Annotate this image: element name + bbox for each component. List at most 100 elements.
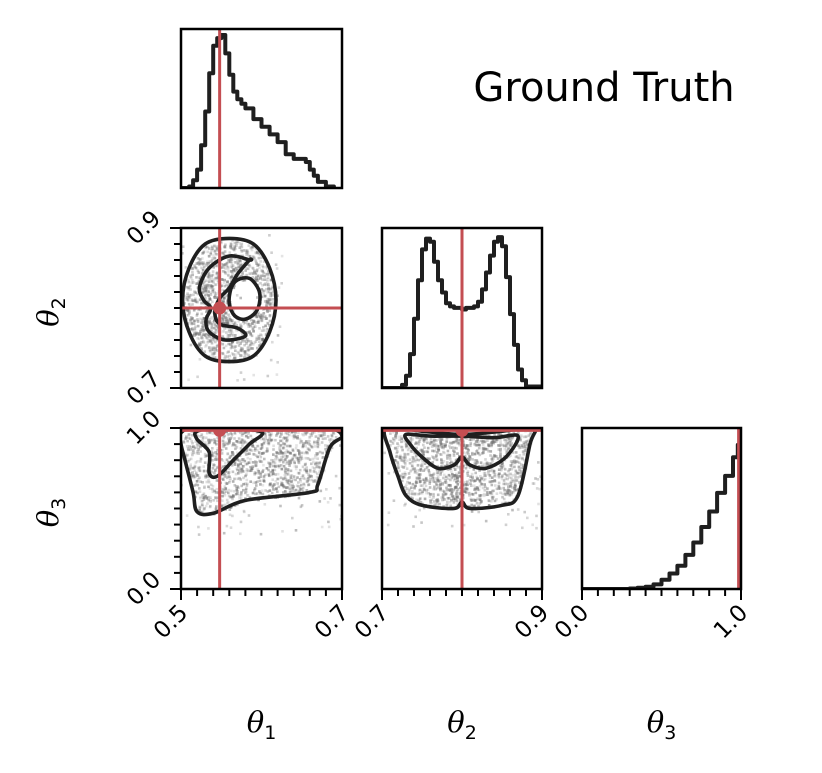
density-sample	[240, 438, 244, 441]
density-sample	[338, 503, 342, 507]
density-sample	[490, 483, 494, 487]
density-sample	[193, 484, 196, 487]
density-sample	[224, 267, 227, 270]
density-sample	[304, 445, 307, 448]
density-sample	[394, 436, 398, 440]
density-sample	[401, 479, 404, 483]
density-sample	[250, 467, 253, 471]
density-sample	[468, 444, 471, 447]
density-sample	[456, 441, 459, 445]
density-sample	[247, 348, 250, 352]
density-sample	[228, 276, 232, 280]
density-sample	[216, 449, 219, 452]
density-sample	[507, 489, 511, 492]
density-sample	[436, 503, 439, 507]
density-sample	[236, 379, 239, 382]
density-sample	[327, 525, 331, 529]
density-sample	[233, 284, 236, 288]
density-sample	[226, 442, 229, 446]
density-sample	[301, 444, 305, 448]
density-sample	[456, 476, 459, 480]
density-sample	[301, 486, 305, 490]
density-sample	[232, 358, 235, 361]
density-sample	[267, 461, 270, 465]
density-sample	[318, 466, 322, 470]
density-sample	[190, 433, 194, 437]
density-sample	[510, 438, 514, 441]
density-sample	[464, 447, 468, 450]
density-sample	[312, 442, 316, 445]
density-sample	[296, 436, 299, 440]
density-sample	[490, 492, 494, 495]
density-sample	[201, 436, 205, 439]
density-sample	[455, 495, 459, 499]
density-sample	[188, 445, 191, 448]
density-sample	[463, 490, 467, 493]
density-sample	[443, 464, 447, 468]
density-sample	[428, 457, 431, 460]
density-sample	[290, 474, 294, 477]
density-sample	[259, 256, 263, 259]
density-sample	[239, 532, 242, 536]
density-sample	[470, 472, 474, 476]
density-sample	[511, 478, 514, 482]
density-sample	[221, 494, 224, 498]
density-sample	[399, 454, 402, 458]
density-sample	[474, 479, 477, 482]
density-sample	[223, 263, 226, 267]
density-sample	[244, 489, 248, 492]
density-sample	[208, 431, 211, 434]
density-sample	[271, 286, 274, 290]
density-sample	[201, 325, 205, 329]
density-sample	[321, 451, 324, 455]
density-sample	[214, 455, 218, 459]
density-sample	[226, 319, 229, 323]
density-sample	[403, 464, 407, 468]
density-sample	[213, 251, 217, 255]
density-sample	[214, 451, 217, 454]
density-sample	[209, 284, 213, 287]
density-sample	[214, 507, 218, 511]
density-sample	[428, 482, 431, 485]
density-sample	[408, 458, 412, 461]
density-sample	[247, 348, 251, 352]
density-sample	[414, 459, 417, 463]
density-sample	[208, 505, 212, 509]
density-sample	[193, 330, 197, 333]
density-sample	[472, 484, 476, 487]
density-sample	[246, 338, 249, 341]
density-sample	[239, 462, 242, 466]
density-sample	[264, 324, 267, 328]
density-sample	[235, 440, 239, 443]
density-sample	[413, 467, 417, 470]
density-sample	[406, 452, 410, 456]
density-sample	[281, 446, 285, 450]
density-sample	[200, 301, 203, 305]
density-sample	[259, 455, 263, 459]
density-sample	[393, 458, 397, 462]
density-sample	[471, 478, 475, 481]
density-sample	[234, 447, 237, 451]
density-sample	[521, 450, 525, 453]
density-sample	[519, 438, 522, 442]
density-sample	[456, 466, 459, 469]
density-sample	[409, 450, 413, 453]
density-sample	[438, 438, 441, 441]
density-sample	[244, 269, 247, 272]
density-sample	[468, 478, 472, 482]
density-sample	[249, 324, 252, 328]
density-sample	[424, 437, 427, 440]
density-sample	[259, 447, 263, 451]
density-sample	[214, 348, 218, 351]
density-sample	[260, 489, 264, 492]
density-sample	[481, 440, 485, 443]
density-sample	[462, 482, 465, 486]
density-sample	[234, 349, 237, 352]
density-sample	[248, 323, 251, 326]
density-sample	[261, 338, 264, 341]
density-sample	[210, 286, 214, 289]
density-sample	[478, 478, 481, 482]
density-sample	[476, 438, 479, 441]
density-sample	[518, 468, 522, 472]
density-sample	[211, 247, 214, 250]
